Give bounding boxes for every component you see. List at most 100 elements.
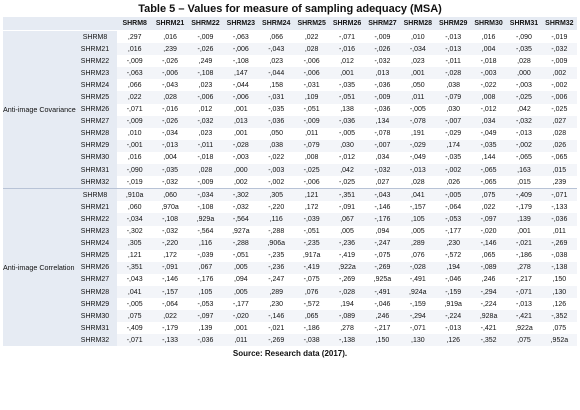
table-cell: -,035 — [268, 106, 285, 114]
table-cell: -,071 — [117, 334, 153, 347]
table-cell: -,016 — [162, 106, 179, 114]
table-cell: -,247 — [364, 237, 401, 250]
table-cell: -,159 — [435, 285, 471, 299]
table-cell: -,038 — [551, 252, 568, 260]
table-cell: ,158 — [269, 81, 284, 89]
table-cell: ,001 — [400, 67, 436, 80]
table-cell: ,028 — [152, 91, 188, 104]
table-cell: -,031 — [303, 81, 320, 89]
table-cell: -,003 — [258, 164, 294, 177]
table-cell: -,035 — [152, 164, 188, 177]
table-cell: ,109 — [293, 91, 330, 104]
table-cell: ,011 — [223, 334, 259, 347]
table-cell: -,064 — [445, 203, 462, 211]
table-cell: -,235 — [293, 237, 330, 250]
table-cell: -,146 — [162, 276, 179, 284]
table-cell: ,015 — [541, 164, 578, 177]
table-cell: ,917a — [302, 252, 321, 260]
table-cell: -,572 — [445, 252, 462, 260]
table-cell: ,008 — [470, 91, 507, 104]
table-cell: -,025 — [506, 91, 542, 104]
table-cell: ,034 — [375, 154, 390, 162]
table-cell: -,071 — [329, 30, 365, 44]
row-label: SHRM21 — [73, 43, 117, 56]
row-label: SHRM27 — [73, 115, 117, 128]
table-cell: -,032 — [162, 228, 179, 236]
table-row: SHRM29 -,005 -,064 -,053 -,177 ,230 -,572 ,194 -… — [3, 298, 577, 311]
table-cell: -,159 — [409, 300, 426, 308]
table-cell: -,022 — [480, 81, 497, 89]
table-cell: -,157 — [152, 285, 188, 299]
table-cell: -,009 — [126, 57, 143, 65]
table-cell: ,010 — [127, 130, 142, 138]
table-cell: ,005 — [411, 228, 425, 236]
table-row: SHRM26 -,071 -,016 ,012 ,001 -,035 -,051 ,138 -,… — [3, 103, 577, 116]
table-row: SHRM31 -,409 -,179 ,139 ,001 -,021 -,186 ,278 -,… — [3, 322, 577, 335]
row-label: SHRM25 — [73, 249, 117, 262]
table-cell: -,002 — [506, 139, 542, 152]
table-cell: -,044 — [232, 81, 249, 89]
table-cell: -,043 — [162, 81, 179, 89]
table-cell: -,089 — [329, 310, 365, 323]
table-row: SHRM32 -,019 -,032 -,009 ,002 -,002 -,006 -,025… — [3, 176, 577, 189]
table-cell: ,305 — [258, 188, 294, 202]
table-cell: -,005 — [126, 300, 143, 308]
table-cell: ,011 — [552, 228, 566, 236]
table-cell: ,028 — [552, 130, 567, 138]
table-cell: -,035 — [339, 81, 356, 89]
table-cell: ,289 — [258, 285, 294, 299]
table-cell: -,013 — [400, 164, 436, 177]
table-cell: -,078 — [400, 115, 436, 128]
table-cell: ,027 — [375, 178, 390, 186]
column-header: SHRM27 — [364, 17, 401, 31]
table-cell: -,022 — [268, 154, 285, 162]
table-cell: ,001 — [234, 130, 248, 138]
table-cell: ,026 — [541, 139, 578, 152]
row-label: SHRM31 — [73, 322, 117, 335]
table-cell: ,278 — [506, 261, 542, 274]
table-cell: ,105 — [400, 213, 436, 226]
table-cell: -,146 — [470, 237, 507, 250]
table-cell: -,029 — [400, 139, 436, 152]
column-header: SHRM24 — [258, 17, 294, 31]
table-cell: ,004 — [163, 154, 177, 162]
table-cell: ,928a — [470, 310, 507, 323]
table-cell: -,049 — [409, 154, 426, 162]
table-cell: -,011 — [445, 57, 461, 65]
table-cell: ,076 — [411, 252, 425, 260]
table-cell: ,028 — [411, 178, 425, 186]
table-cell: ,028 — [517, 57, 531, 65]
table-cell: -,002 — [551, 81, 568, 89]
table-cell: -,075 — [303, 276, 320, 284]
table-cell: -,009 — [551, 57, 568, 65]
table-cell: -,019 — [541, 30, 578, 44]
table-cell: -,029 — [445, 130, 462, 138]
table-cell: ,002 — [234, 178, 248, 186]
table-cell: ,001 — [234, 324, 248, 332]
table-cell: -,063 — [117, 67, 153, 80]
table-cell: -,138 — [329, 334, 365, 347]
table-body: Anti-image Covariance SHRM8,297,016 -,009-… — [3, 29, 578, 347]
table-row: SHRM27 -,009 -,026 -,032,013 -,036 -,009 -,036… — [3, 115, 578, 128]
table-cell: -,036 — [541, 213, 578, 226]
table-cell: ,139 — [506, 213, 542, 226]
table-cell: -,046 — [445, 276, 462, 284]
table-cell: -,236 — [329, 237, 365, 250]
row-label: SHRM22 — [73, 213, 117, 226]
table-cell: ,066 — [258, 30, 294, 44]
table-cell: -,564 — [197, 228, 214, 236]
table-cell: -,176 — [197, 276, 214, 284]
table-cell: -,013 — [445, 324, 462, 332]
table-cell: ,172 — [304, 203, 319, 211]
table-cell: -,247 — [268, 276, 285, 284]
table-cell: -,090 — [117, 164, 153, 177]
section-label: Anti-image Correlation — [3, 188, 75, 347]
table-cell: -,043 — [126, 276, 143, 284]
table-cell: -,108 — [152, 213, 188, 226]
table-cell: -,108 — [187, 67, 224, 80]
table-cell: -,352 — [470, 334, 507, 347]
table-cell: -,001 — [117, 139, 153, 152]
table-cell: ,027 — [541, 115, 578, 128]
table-cell: -,006 — [152, 67, 188, 80]
table-cell: -,012 — [480, 106, 497, 114]
